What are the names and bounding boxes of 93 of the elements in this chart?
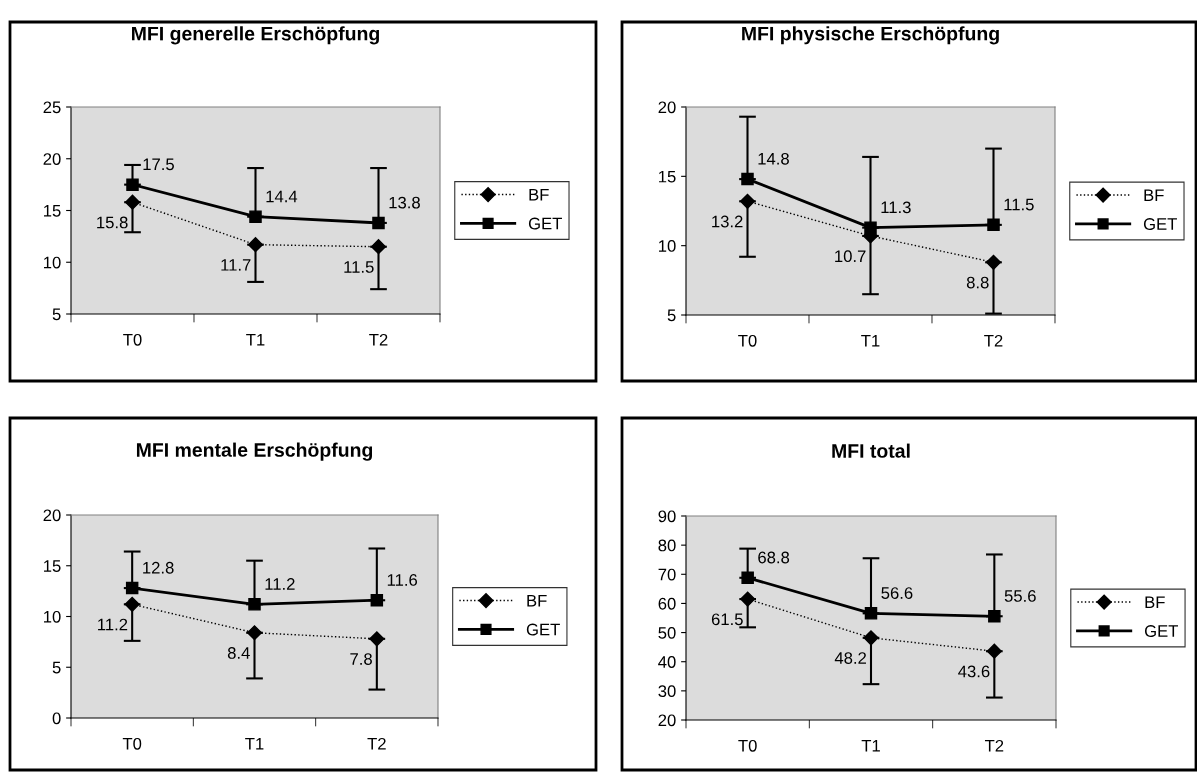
legend-label: BF — [527, 594, 547, 607]
y-tick-label: 15 — [44, 560, 61, 572]
x-tick-label: T0 — [122, 737, 142, 750]
point — [986, 643, 1002, 659]
data-label: 11.6 — [387, 574, 418, 586]
x-tick-label: T0 — [123, 333, 142, 346]
y-tick-label: 15 — [44, 205, 61, 217]
y-tick-label: 15 — [659, 170, 676, 183]
data-label: 68.8 — [758, 551, 790, 564]
legend-label: GET — [1143, 218, 1177, 230]
point — [864, 221, 877, 234]
data-label: 48.2 — [834, 652, 866, 664]
y-tick-label: 10 — [44, 256, 61, 269]
y-tick-label: 0 — [52, 712, 61, 725]
data-label: 13.2 — [712, 215, 743, 228]
data-label: 8.8 — [966, 276, 989, 289]
legend-label: BF — [1145, 596, 1165, 608]
data-label: 11.7 — [221, 259, 251, 271]
data-label: 15.8 — [97, 216, 128, 229]
y-tick-label: 80 — [658, 539, 676, 552]
data-label: 11.5 — [1004, 198, 1034, 211]
data-label: 14.4 — [266, 190, 298, 203]
data-label: 17.5 — [143, 158, 174, 171]
y-tick-label: 10 — [659, 240, 676, 252]
point — [247, 237, 264, 253]
point — [246, 625, 263, 641]
x-tick-label: T1 — [245, 738, 264, 750]
y-tick-label: 5 — [52, 661, 61, 674]
data-label: 11.3 — [881, 201, 911, 214]
point — [741, 571, 754, 585]
legend-label: GET — [526, 623, 560, 636]
data-label: 7.8 — [350, 653, 372, 665]
data-label: 56.6 — [881, 587, 913, 599]
x-tick-label: T2 — [984, 739, 1004, 752]
point — [864, 607, 878, 620]
point — [988, 610, 1001, 623]
point — [370, 239, 387, 255]
point — [741, 172, 754, 186]
legend-label: GET — [528, 217, 562, 230]
legend-label: BF — [1144, 189, 1164, 201]
chart-title: MFI mentale Erschöpfung — [136, 442, 373, 461]
data-label: 43.6 — [958, 665, 990, 678]
point — [124, 194, 141, 210]
data-label: 8.4 — [227, 647, 250, 659]
x-tick-label: T2 — [367, 737, 386, 750]
chart-title: MFI physische Erschöpfung — [742, 26, 999, 45]
point — [249, 210, 262, 223]
x-tick-label: T2 — [984, 334, 1003, 347]
point — [739, 193, 756, 209]
point — [985, 254, 1002, 270]
y-tick-label: 70 — [658, 568, 676, 581]
data-label: 11.2 — [265, 578, 295, 590]
data-label: 14.8 — [758, 152, 789, 165]
point — [248, 598, 261, 611]
y-tick-label: 20 — [43, 509, 61, 522]
y-tick-label: 90 — [658, 510, 676, 523]
y-tick-label: 20 — [658, 714, 676, 727]
point — [740, 591, 756, 607]
y-tick-label: 50 — [658, 626, 676, 639]
point — [863, 630, 879, 646]
point — [370, 594, 384, 607]
point — [126, 178, 139, 191]
chart-title: MFI generelle Erschöpfung — [132, 26, 379, 45]
x-tick-label: T2 — [369, 333, 388, 346]
data-label: 11.2 — [98, 618, 128, 631]
legend-label: BF — [529, 188, 549, 201]
point — [372, 216, 385, 230]
data-label: 11.5 — [344, 261, 374, 273]
y-tick-label: 30 — [658, 685, 676, 698]
point — [124, 596, 140, 612]
data-label: 61.5 — [711, 613, 743, 626]
x-tick-label: T0 — [738, 334, 757, 347]
y-tick-label: 5 — [52, 308, 61, 321]
data-label: 13.8 — [389, 196, 420, 209]
y-tick-label: 20 — [658, 101, 676, 114]
y-tick-label: 20 — [43, 153, 61, 165]
x-tick-label: T1 — [861, 335, 880, 347]
y-tick-label: 40 — [658, 656, 676, 668]
y-tick-label: 5 — [667, 309, 676, 322]
x-tick-label: T1 — [246, 334, 265, 346]
point — [125, 581, 139, 595]
data-label: 10.7 — [835, 250, 866, 263]
point — [987, 218, 1000, 232]
y-tick-label: 60 — [658, 597, 676, 610]
x-tick-label: T1 — [861, 740, 880, 752]
data-label: 55.6 — [1004, 590, 1036, 602]
legend-label: GET — [1144, 625, 1179, 637]
chart-title: MFI total — [832, 443, 910, 458]
point — [369, 631, 385, 647]
y-tick-label: 25 — [43, 101, 61, 114]
x-tick-label: T0 — [738, 739, 757, 752]
y-tick-label: 10 — [44, 610, 61, 623]
data-label: 12.8 — [143, 561, 174, 574]
